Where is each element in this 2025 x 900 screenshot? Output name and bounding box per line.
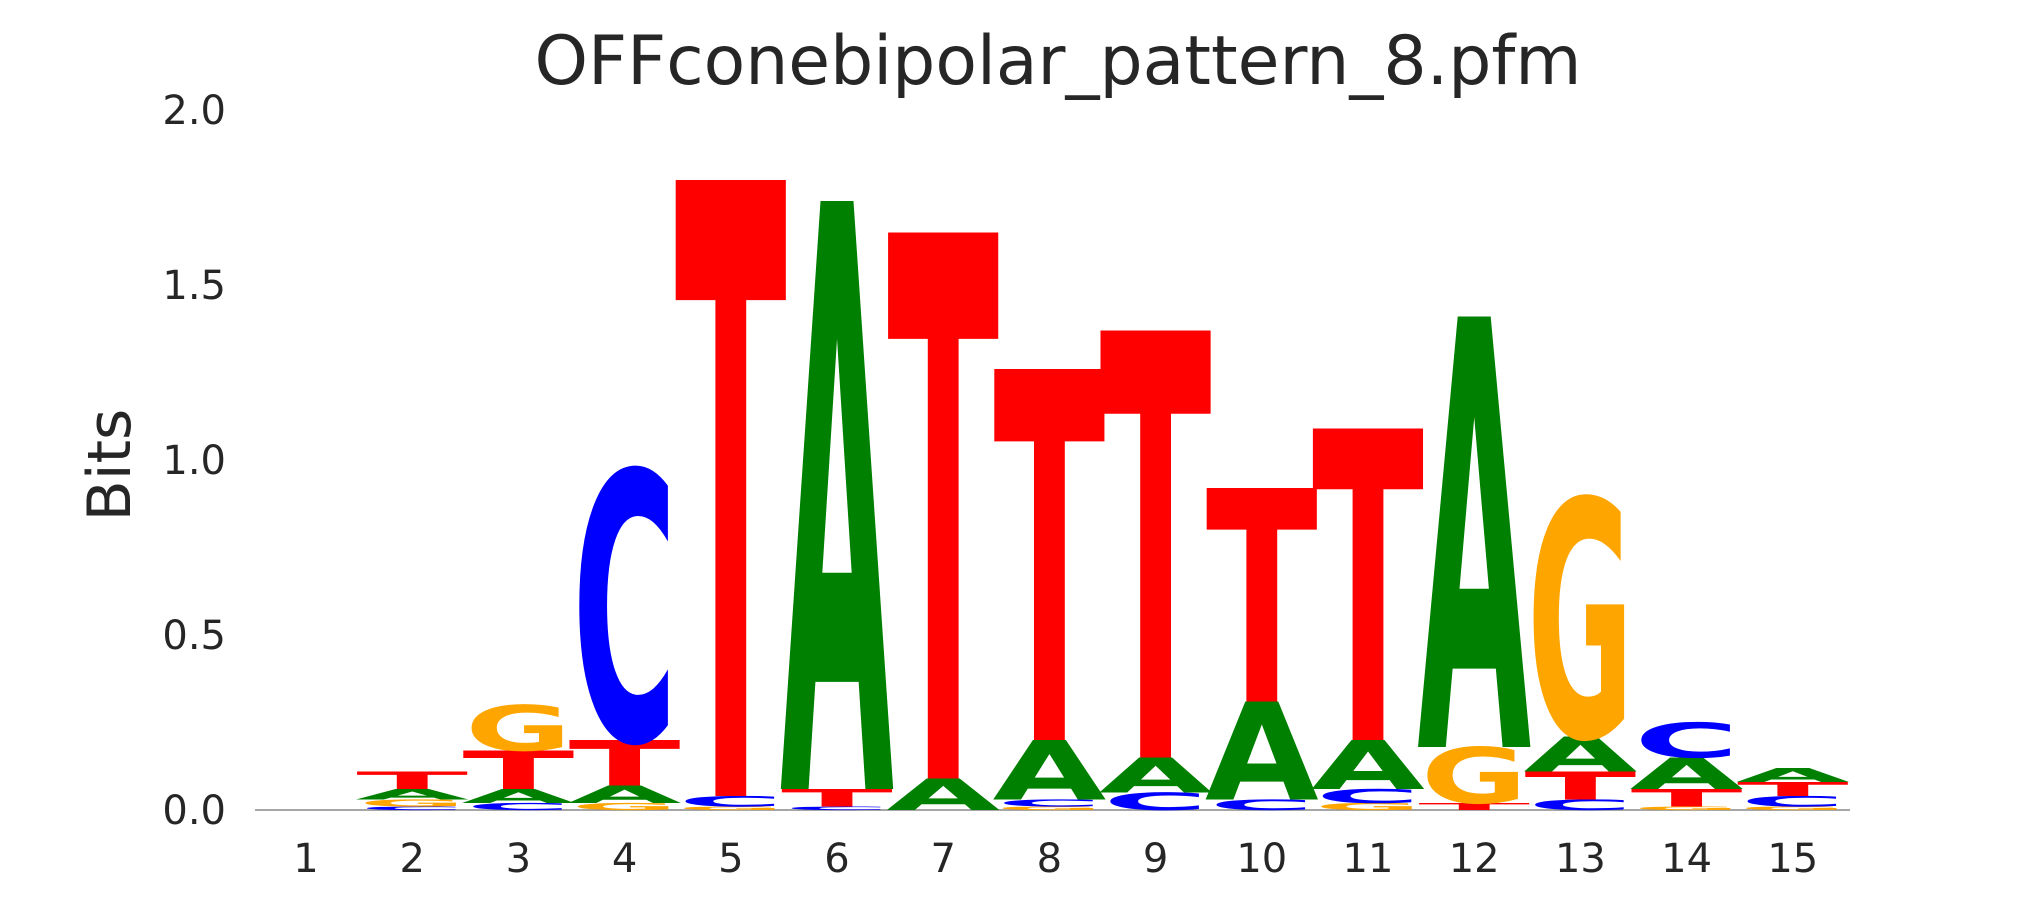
y-tick-label: 2.0 (162, 88, 226, 134)
x-tick-label: 2 (399, 836, 424, 882)
x-tick-label: 13 (1555, 836, 1606, 882)
logo-letter-T: T (356, 767, 468, 795)
logo-letter-T: T (1312, 345, 1425, 841)
logo-letter-T: T (1100, 215, 1213, 896)
logo-letter-C: C (572, 398, 677, 828)
y-tick-label: 1.5 (162, 263, 226, 309)
logo-letter-T: T (887, 84, 1000, 900)
y-tick-label: 0.0 (162, 788, 226, 834)
y-tick-label: 1.0 (162, 438, 226, 484)
logo-letter-C: C (1634, 713, 1739, 769)
x-tick-label: 10 (1236, 836, 1287, 882)
x-tick-label: 11 (1343, 836, 1394, 882)
logo-letter-A: A (780, 40, 895, 900)
y-axis-ticks: 0.0 0.5 1.0 1.5 2.0 (162, 88, 226, 834)
y-tick-label: 0.5 (162, 613, 226, 659)
y-axis-label: Bits (75, 409, 145, 522)
logo-letter-T: T (675, 12, 788, 900)
logo-letter-T: T (1206, 430, 1318, 771)
logo-letter-G: G (1527, 433, 1634, 814)
x-tick-label: 3 (506, 836, 531, 882)
logo-letter-T: T (993, 269, 1106, 861)
x-tick-label: 15 (1767, 836, 1818, 882)
logo-letter-A: A (1736, 764, 1850, 786)
logo-letter-G: G (465, 693, 572, 766)
x-tick-label: 4 (612, 836, 637, 882)
logo-letter-A: A (1417, 201, 1532, 887)
x-tick-label: 14 (1661, 836, 1712, 882)
x-tick-label: 1 (293, 836, 318, 882)
